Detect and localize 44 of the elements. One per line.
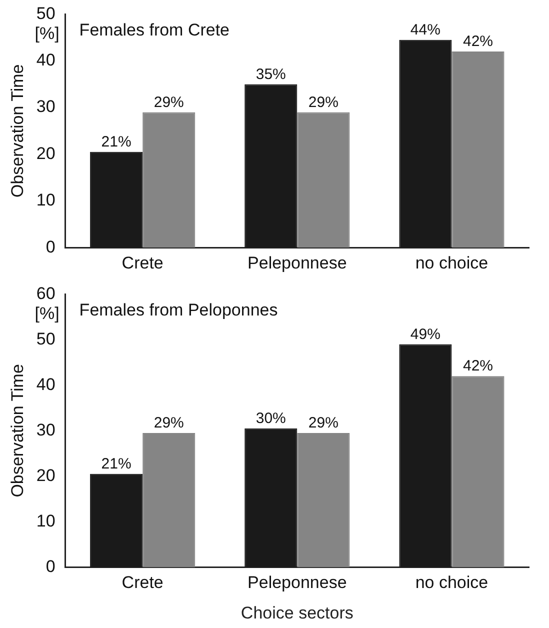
y-tick-label: 50 xyxy=(36,4,56,23)
text: [%] xyxy=(34,304,60,323)
y-tick-label: 20 xyxy=(36,144,56,163)
x-tick-label: Peleponnese xyxy=(248,573,347,592)
y-axis-title: Observation Time xyxy=(8,64,27,198)
bar xyxy=(297,112,350,248)
y-tick-label: 30 xyxy=(36,97,56,116)
bar xyxy=(142,432,196,568)
y-tick-label: 0 xyxy=(46,237,56,256)
data-label: 30% xyxy=(256,410,286,428)
x-axis-title: Choice sectors xyxy=(240,603,354,622)
data-label: 44% xyxy=(410,22,440,39)
y-tick-label: 60 xyxy=(36,284,56,303)
bar xyxy=(452,52,504,248)
y-axis-title: Observation Time xyxy=(8,364,27,498)
y-tick-label: 10 xyxy=(36,190,56,210)
data-label: 42% xyxy=(462,33,494,50)
chart-title: Females from Peloponnes xyxy=(79,300,278,320)
data-label: 21% xyxy=(101,134,132,151)
data-label: 29% xyxy=(308,414,338,432)
y-tick-label: 40 xyxy=(36,374,56,394)
y-tick-label: 20 xyxy=(36,466,56,485)
data-label: 35% xyxy=(256,66,286,83)
x-tick-label: Crete xyxy=(122,253,164,272)
x-tick-label: Peleponnese xyxy=(248,253,347,272)
bar xyxy=(142,112,196,248)
y-tick-label: 0 xyxy=(46,556,56,576)
text: [%] xyxy=(34,24,60,43)
data-label: 21% xyxy=(101,456,132,473)
y-tick-label: 40 xyxy=(36,50,56,70)
x-tick-label: no choice xyxy=(415,253,488,272)
data-label: 49% xyxy=(410,326,440,343)
data-label: 29% xyxy=(308,94,338,111)
y-tick-label: 30 xyxy=(36,420,56,440)
bar xyxy=(452,376,504,568)
data-label: 42% xyxy=(462,358,494,375)
chart-title: Females from Crete xyxy=(79,20,230,40)
data-label: 29% xyxy=(154,94,184,111)
data-label: 29% xyxy=(154,414,184,432)
x-tick-label: Crete xyxy=(122,573,164,592)
x-tick-label: no choice xyxy=(415,573,488,592)
bar xyxy=(297,432,350,568)
y-tick-label: 10 xyxy=(36,511,56,530)
y-tick-label: 50 xyxy=(36,329,56,348)
